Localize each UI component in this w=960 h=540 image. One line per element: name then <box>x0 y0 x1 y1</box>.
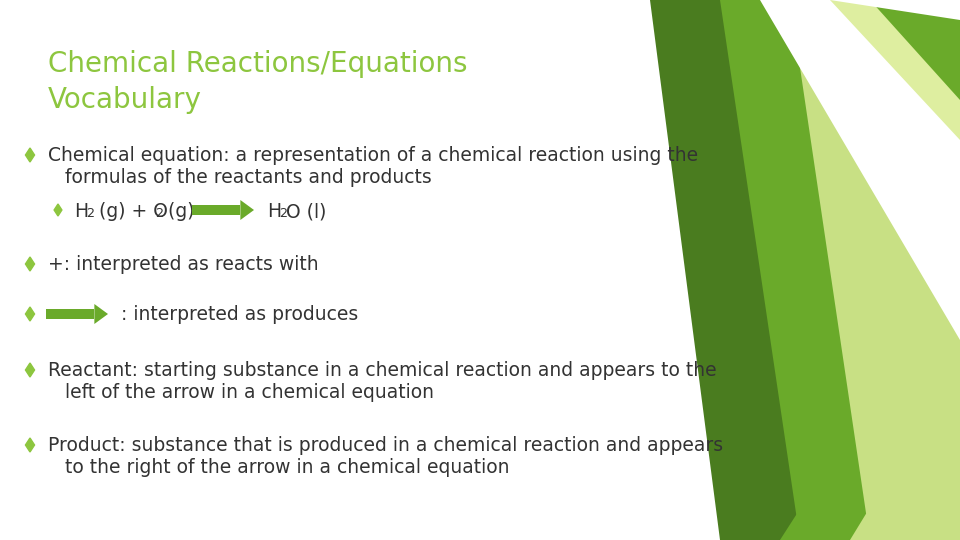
Polygon shape <box>830 0 960 20</box>
Polygon shape <box>26 438 35 452</box>
Text: : interpreted as produces: : interpreted as produces <box>121 305 358 324</box>
Polygon shape <box>850 360 960 540</box>
Polygon shape <box>26 307 35 321</box>
Polygon shape <box>650 0 960 540</box>
Polygon shape <box>26 257 35 271</box>
Polygon shape <box>700 190 960 540</box>
Text: H: H <box>74 202 88 221</box>
Polygon shape <box>620 0 960 340</box>
Text: (g): (g) <box>162 202 195 221</box>
Text: 2: 2 <box>86 207 94 220</box>
Polygon shape <box>760 0 960 100</box>
Polygon shape <box>54 204 61 216</box>
Text: Chemical equation: a representation of a chemical reaction using the: Chemical equation: a representation of a… <box>48 146 698 165</box>
Text: Chemical Reactions/Equations
Vocabulary: Chemical Reactions/Equations Vocabulary <box>48 50 468 114</box>
Polygon shape <box>240 200 254 220</box>
Polygon shape <box>700 0 960 140</box>
Polygon shape <box>192 205 240 215</box>
Text: Product: substance that is produced in a chemical reaction and appears: Product: substance that is produced in a… <box>48 436 723 455</box>
Text: Reactant: starting substance in a chemical reaction and appears to the: Reactant: starting substance in a chemic… <box>48 361 716 380</box>
Text: 2: 2 <box>155 207 163 220</box>
Polygon shape <box>46 309 94 319</box>
Polygon shape <box>720 0 960 540</box>
Polygon shape <box>790 0 960 540</box>
Polygon shape <box>26 363 35 377</box>
Text: to the right of the arrow in a chemical equation: to the right of the arrow in a chemical … <box>65 458 510 477</box>
Text: O (l): O (l) <box>286 202 326 221</box>
Polygon shape <box>26 148 35 162</box>
Polygon shape <box>780 260 960 540</box>
Text: 2: 2 <box>279 207 287 220</box>
Text: left of the arrow in a chemical equation: left of the arrow in a chemical equation <box>65 383 434 402</box>
Text: H: H <box>267 202 281 221</box>
Text: formulas of the reactants and products: formulas of the reactants and products <box>65 168 432 187</box>
Text: (g) + O: (g) + O <box>93 202 168 221</box>
Text: +: interpreted as reacts with: +: interpreted as reacts with <box>48 255 319 274</box>
Polygon shape <box>94 304 108 324</box>
